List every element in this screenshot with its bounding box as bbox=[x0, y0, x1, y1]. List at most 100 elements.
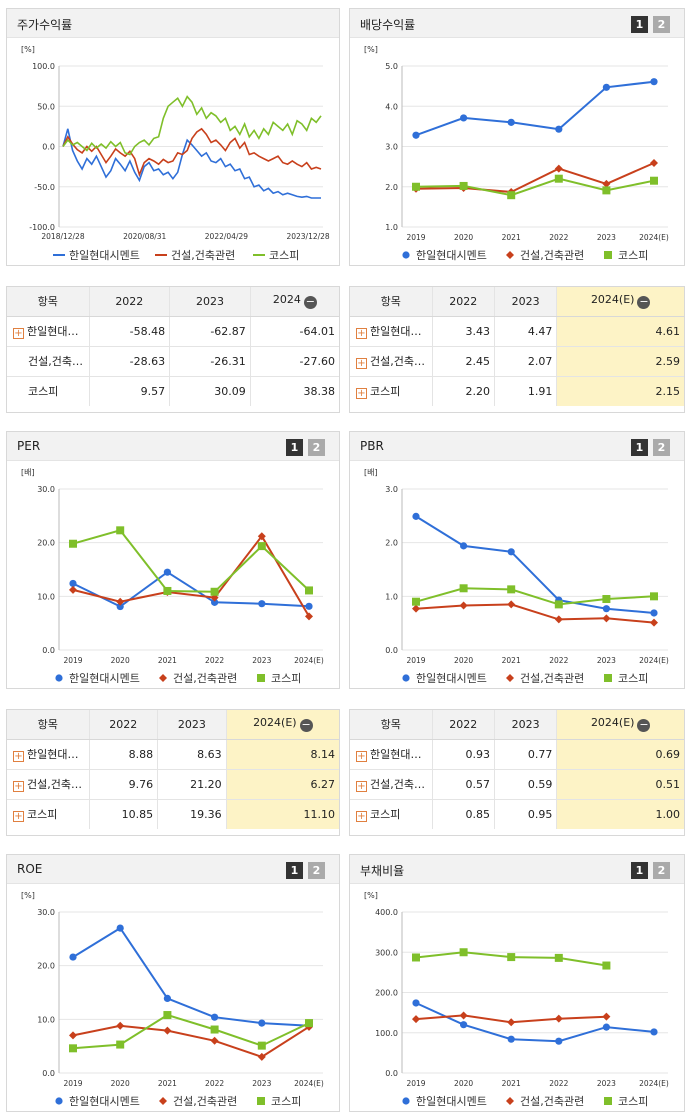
legend-label: 건설,건축관련 bbox=[520, 1095, 584, 1108]
expand-icon[interactable]: + bbox=[356, 811, 367, 823]
series-line bbox=[72, 529, 310, 593]
data-point bbox=[258, 600, 266, 608]
table-cell: -27.60 bbox=[249, 345, 339, 376]
unit-label: [배] bbox=[364, 468, 378, 477]
row-label[interactable]: + 한일현대… bbox=[7, 738, 89, 769]
data-point bbox=[163, 994, 171, 1003]
table-cell: 8.14 bbox=[225, 738, 339, 769]
series-line bbox=[415, 515, 655, 614]
x-tick-label: 2022 bbox=[549, 656, 568, 665]
data-point bbox=[460, 114, 468, 122]
expand-icon[interactable]: + bbox=[13, 781, 24, 792]
data-point bbox=[506, 251, 514, 259]
x-tick-label: 2020 bbox=[454, 656, 473, 665]
data-point bbox=[459, 181, 468, 190]
view-2-button[interactable]: 2 bbox=[653, 862, 670, 879]
row-label[interactable]: + 건설,건축… bbox=[7, 768, 89, 799]
column-header: 2022 bbox=[431, 710, 495, 740]
row-label[interactable]: + 코스피 bbox=[350, 798, 432, 829]
view-1-button[interactable]: 1 bbox=[631, 439, 648, 456]
expand-icon[interactable]: + bbox=[13, 328, 24, 339]
view-2-button[interactable]: 2 bbox=[653, 439, 670, 456]
row-label[interactable]: + 건설,건축… bbox=[350, 345, 432, 376]
series-line bbox=[415, 80, 655, 137]
data-point bbox=[506, 674, 514, 682]
view-2-button[interactable]: 2 bbox=[653, 16, 670, 33]
expand-icon[interactable]: + bbox=[356, 358, 367, 369]
data-point bbox=[650, 618, 658, 627]
data-point bbox=[507, 585, 516, 594]
y-tick-label: -50.0 bbox=[34, 183, 55, 192]
view-1-button[interactable]: 1 bbox=[286, 862, 303, 879]
view-1-button[interactable]: 1 bbox=[286, 439, 303, 456]
view-2-button[interactable]: 2 bbox=[308, 439, 325, 456]
panel-header: PBR 1 2 bbox=[350, 432, 684, 461]
column-header: 항목 bbox=[350, 710, 432, 740]
legend-label: 한일현대시멘트 bbox=[69, 248, 140, 262]
expand-icon[interactable]: + bbox=[13, 751, 24, 762]
table-cell: 0.93 bbox=[431, 738, 495, 769]
table-cell: 11.10 bbox=[225, 798, 339, 829]
view-2-button[interactable]: 2 bbox=[308, 862, 325, 879]
table-cell: 9.76 bbox=[88, 768, 158, 799]
row-label[interactable]: + 건설,건축… bbox=[350, 768, 432, 799]
row-label[interactable]: + 코스피 bbox=[350, 375, 432, 406]
expand-icon[interactable]: + bbox=[356, 388, 367, 400]
legend-label: 코스피 bbox=[271, 1095, 301, 1108]
data-point bbox=[554, 600, 563, 609]
table-cell: 0.95 bbox=[493, 798, 557, 829]
view-1-button[interactable]: 1 bbox=[631, 16, 648, 33]
data-point bbox=[555, 125, 563, 133]
data-point bbox=[602, 961, 611, 970]
x-tick-label: 2023/12/28 bbox=[286, 232, 329, 241]
table-cell: 1.00 bbox=[556, 798, 684, 829]
table-cell: 4.47 bbox=[493, 315, 557, 346]
table-cell: 6.27 bbox=[225, 768, 339, 799]
data-point bbox=[507, 953, 516, 962]
data-point bbox=[257, 532, 266, 541]
collapse-icon[interactable]: − bbox=[637, 718, 651, 733]
data-point bbox=[650, 1028, 658, 1036]
data-point bbox=[507, 600, 516, 609]
table-cell: 0.51 bbox=[556, 768, 684, 799]
row-label[interactable]: + 한일현대… bbox=[350, 738, 432, 769]
data-point bbox=[604, 1097, 612, 1105]
data-point bbox=[554, 615, 563, 624]
x-tick-label: 2023 bbox=[597, 656, 616, 665]
column-header: 2023 bbox=[157, 710, 227, 740]
y-tick-label: 0.0 bbox=[385, 1069, 398, 1078]
table-cell: 3.43 bbox=[431, 315, 495, 346]
data-point bbox=[257, 1097, 265, 1105]
table-cell: 2.59 bbox=[556, 345, 684, 376]
expand-icon[interactable]: + bbox=[13, 811, 24, 823]
data-point bbox=[554, 164, 563, 173]
panel-header: 주가수익률 bbox=[7, 9, 339, 38]
series-line bbox=[72, 1013, 310, 1050]
table-row: + 건설,건축… 9.76 21.20 6.27 bbox=[7, 768, 339, 799]
pbr-chart: [배] 3.0 2.0 1.0 0.0 2019 2020 2021 2022 2023 2024(… bbox=[364, 468, 669, 685]
table-cell: 0.69 bbox=[556, 738, 684, 769]
view-1-button[interactable]: 1 bbox=[631, 862, 648, 879]
expand-icon[interactable]: + bbox=[356, 328, 367, 339]
collapse-icon[interactable]: − bbox=[299, 718, 313, 733]
legend-label: 건설,건축관련 bbox=[173, 1095, 237, 1108]
legend-label: 코스피 bbox=[618, 1095, 648, 1108]
data-point bbox=[412, 953, 420, 962]
table-row: 건설,건축… -28.63 -26.31 -27.60 bbox=[7, 345, 339, 376]
table-cell: 0.59 bbox=[493, 768, 557, 799]
row-label[interactable]: + 한일현대… bbox=[7, 315, 89, 346]
expand-icon[interactable]: + bbox=[356, 781, 367, 792]
data-point bbox=[210, 587, 219, 596]
y-tick-label: 0.0 bbox=[42, 1069, 55, 1078]
per-chart: [배]30.0 20.0 10.0 0.0 2019 2020 2021 2022 2023 20… bbox=[21, 468, 324, 685]
row-label[interactable]: + 한일현대… bbox=[350, 315, 432, 346]
table-row: + 한일현대… 3.43 4.47 4.61 bbox=[350, 315, 684, 346]
collapse-icon[interactable]: − bbox=[303, 295, 317, 310]
collapse-icon[interactable]: − bbox=[637, 295, 651, 310]
row-label[interactable]: + 코스피 bbox=[7, 798, 89, 829]
legend-label: 한일현대시멘트 bbox=[69, 671, 140, 685]
expand-icon[interactable]: + bbox=[356, 751, 367, 762]
series-line bbox=[72, 926, 310, 1027]
data-point bbox=[459, 601, 468, 610]
